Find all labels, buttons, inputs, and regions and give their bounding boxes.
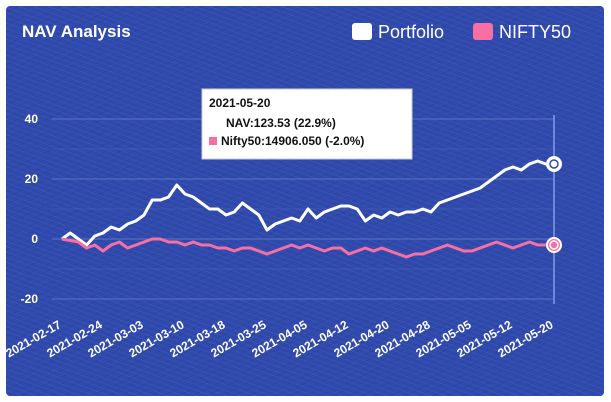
chart-card: NAV Analysis Portfolio NIFTY50 40 20 0 -20 … <box>6 6 604 396</box>
hover-markers <box>546 156 562 253</box>
y-tick-label: 20 <box>25 172 39 186</box>
y-axis-ticks: 40 20 0 -20 <box>21 112 39 306</box>
hover-marker-inner-portfolio <box>549 159 559 169</box>
tooltip-box <box>201 88 413 160</box>
tooltip-date: 2021-05-20 <box>209 96 271 110</box>
tooltip-nifty-swatch <box>209 137 217 145</box>
legend-label-nifty50: NIFTY50 <box>499 22 571 42</box>
series-line-nifty50[interactable] <box>61 237 554 259</box>
hover-marker-inner-nifty50 <box>549 240 559 250</box>
hover-marker-nifty50 <box>546 237 562 253</box>
y-tick-label: 40 <box>25 112 39 126</box>
series-lines[interactable] <box>61 159 554 259</box>
legend[interactable]: Portfolio NIFTY50 <box>352 22 571 42</box>
x-axis-ticks: 2021-02-172021-02-242021-03-032021-03-10… <box>6 317 556 360</box>
grid-lines <box>52 118 554 300</box>
legend-swatch-portfolio <box>352 23 372 40</box>
legend-label-portfolio: Portfolio <box>378 22 444 42</box>
tooltip-nav: NAV:123.53 (22.9%) <box>226 116 336 130</box>
tooltip: 2021-05-20 NAV:123.53 (22.9%) Nifty50:14… <box>201 88 413 160</box>
legend-item-portfolio[interactable]: Portfolio <box>352 22 444 42</box>
nav-chart: NAV Analysis Portfolio NIFTY50 40200-20 … <box>6 22 571 360</box>
legend-item-nifty50[interactable]: NIFTY50 <box>473 22 571 42</box>
hover-marker-portfolio <box>546 156 562 172</box>
series-line-portfolio[interactable] <box>61 159 554 247</box>
legend-swatch-nifty50 <box>473 23 493 40</box>
y-tick-label: -20 <box>21 292 39 306</box>
tooltip-nifty: Nifty50:14906.050 (-2.0%) <box>221 134 364 148</box>
y-tick-label: 0 <box>31 232 38 246</box>
chart-title: NAV Analysis <box>22 22 131 41</box>
